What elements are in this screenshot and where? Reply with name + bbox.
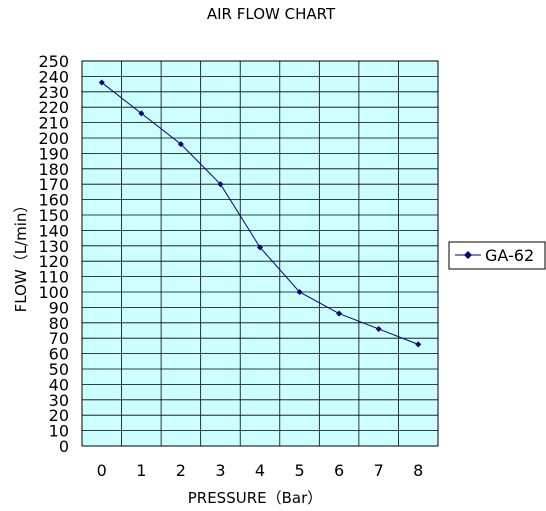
- x-tick-label: 4: [255, 461, 265, 480]
- y-tick-label: 80: [49, 314, 69, 333]
- x-tick-label: 6: [334, 461, 344, 480]
- legend-label: GA-62: [485, 246, 534, 265]
- y-tick-label: 100: [38, 283, 69, 302]
- x-tick-label: 0: [97, 461, 107, 480]
- y-tick-label: 220: [38, 98, 69, 117]
- x-tick-label: 8: [413, 461, 423, 480]
- y-tick-label: 230: [38, 83, 69, 102]
- y-tick-label: 50: [49, 360, 69, 379]
- y-tick-label: 120: [38, 252, 69, 271]
- data-point-marker: [98, 79, 105, 86]
- x-axis-ticks: 0 1 2 3 4 5 6 7 8: [97, 461, 424, 480]
- y-tick-label: 250: [38, 52, 69, 71]
- data-point-marker: [336, 310, 343, 317]
- y-tick-label: 170: [38, 175, 69, 194]
- data-point-marker: [217, 181, 224, 188]
- y-tick-label: 210: [38, 114, 69, 133]
- y-tick-label: 0: [59, 437, 69, 456]
- data-point-marker: [138, 110, 145, 117]
- plot-area: [81, 60, 439, 447]
- y-tick-label: 160: [38, 191, 69, 210]
- y-tick-label: 240: [38, 67, 69, 86]
- x-tick-label: 5: [294, 461, 304, 480]
- data-point-marker: [415, 341, 422, 348]
- y-tick-label: 90: [49, 298, 69, 317]
- y-tick-label: 110: [38, 268, 69, 287]
- y-tick-label: 20: [49, 406, 69, 425]
- y-tick-label: 180: [38, 160, 69, 179]
- y-tick-label: 10: [49, 422, 69, 441]
- chart-title: AIR FLOW CHART: [207, 5, 336, 23]
- x-tick-label: 3: [215, 461, 225, 480]
- y-tick-label: 130: [38, 237, 69, 256]
- y-axis-title: FLOW（L/min）: [12, 198, 30, 313]
- y-tick-label: 30: [49, 391, 69, 410]
- y-tick-label: 40: [49, 375, 69, 394]
- y-tick-label: 60: [49, 345, 69, 364]
- data-point-marker: [257, 244, 263, 251]
- y-tick-label: 70: [49, 329, 69, 348]
- x-tick-label: 1: [136, 461, 146, 480]
- y-tick-label: 200: [38, 129, 69, 148]
- data-point-marker: [375, 325, 382, 332]
- data-point-marker: [177, 141, 184, 148]
- y-tick-label: 150: [38, 206, 69, 225]
- x-axis-title: PRESSURE（Bar）: [188, 489, 323, 507]
- legend-marker: [464, 251, 472, 259]
- y-tick-label: 140: [38, 221, 69, 240]
- data-point-marker: [296, 289, 303, 295]
- series-layer: [98, 79, 422, 348]
- x-tick-label: 2: [176, 461, 186, 480]
- y-axis-ticks: 0102030405060708090100110120130140150160…: [38, 52, 69, 456]
- y-tick-label: 190: [38, 144, 69, 163]
- legend: GA-62: [448, 241, 546, 270]
- x-tick-label: 7: [374, 461, 384, 480]
